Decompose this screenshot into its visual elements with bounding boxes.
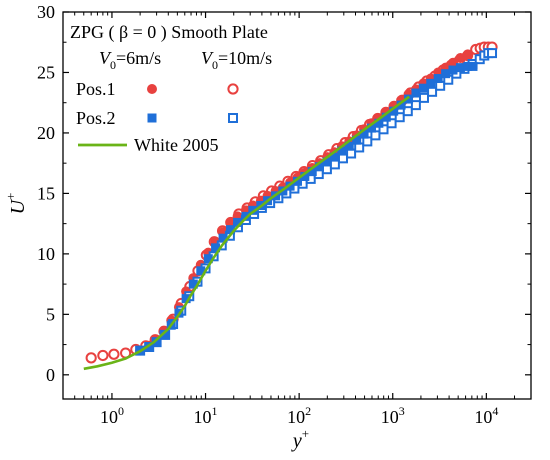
y-tick-label: 20 [37,123,55,143]
data-point [487,48,498,59]
data-point [322,157,332,167]
data-point [344,141,354,151]
data-point [462,49,473,60]
x-tick-label: 103 [381,404,405,427]
data-point [188,279,198,289]
axes: 0 5 10 15 20 25 30 100 101 102 103 104 y+ U+ [3,2,532,452]
y-tick-label: 0 [46,365,55,385]
legend-col-6ms: V0=6m/s [99,48,161,72]
legend-marker-pos1-6ms [147,84,157,94]
legend: ZPG ( β = 0 ) Smooth Plate V0=6m/s V0=10m/… [70,22,272,155]
data-point [378,124,389,135]
data-point [427,86,438,97]
data-point [218,233,228,243]
data-point [411,88,421,98]
x-tick-label: 104 [474,404,498,427]
plot-frame [62,11,532,400]
data-point [404,94,414,104]
data-point [389,106,399,116]
data-point [381,112,391,122]
data-point [97,349,109,362]
legend-row-pos1: Pos.1 [76,79,116,99]
data-point [292,176,302,186]
data-point [144,342,154,352]
data-point [196,266,206,276]
data-point [394,112,405,123]
series-filled-square [135,61,478,356]
data-point [455,63,465,73]
data-point [418,83,428,93]
x-axis-label: y+ [291,426,309,452]
legend-row-pos2: Pos.2 [76,108,116,128]
legend-title: ZPG ( β = 0 ) Smooth Plate [70,22,268,43]
legend-col-10ms: V0=10m/s [201,48,272,72]
data-point [285,181,295,191]
data-point [181,294,191,304]
x-tick-label: 101 [194,404,218,427]
data-point [300,171,310,181]
data-point [448,57,459,68]
data-point [152,337,162,347]
legend-marker-pos1-10ms [227,83,239,95]
data-point [108,348,120,360]
data-point [329,152,339,162]
data-point [211,243,221,253]
data-point [374,118,384,128]
y-tick-label: 10 [37,244,55,264]
data-point [159,330,169,340]
series-open-square [135,48,498,356]
white-2005-line [83,95,410,371]
data-point [307,167,317,177]
data-point [426,78,436,88]
data-point [337,146,347,156]
data-point [366,123,376,133]
data-point [433,74,443,84]
data-point [359,129,369,139]
y-tick-label: 5 [46,304,55,324]
data-point [85,352,97,364]
data-point [402,106,413,117]
plot-data [83,41,498,371]
data-point [418,92,429,103]
data-point [233,217,243,227]
x-tick-label: 102 [287,404,311,427]
y-tick-label: 25 [37,62,55,82]
data-point [226,225,236,235]
data-point [468,61,478,71]
data-point [441,69,451,79]
data-point [314,162,324,172]
data-point [455,52,466,63]
data-point [396,100,406,110]
data-point [463,61,473,71]
data-point [352,135,362,145]
legend-label-white2005: White 2005 [134,135,218,155]
data-point [203,254,213,264]
data-point [448,65,458,75]
data-point [248,205,258,215]
y-tick-label: 30 [37,2,55,22]
legend-marker-pos2-6ms [147,113,157,123]
x-tick-label: 100 [100,404,124,427]
legend-marker-pos2-10ms [228,113,238,123]
data-point [386,118,397,129]
y-tick-label: 15 [37,183,55,203]
data-point [410,100,421,111]
y-axis-label: U+ [3,193,29,215]
